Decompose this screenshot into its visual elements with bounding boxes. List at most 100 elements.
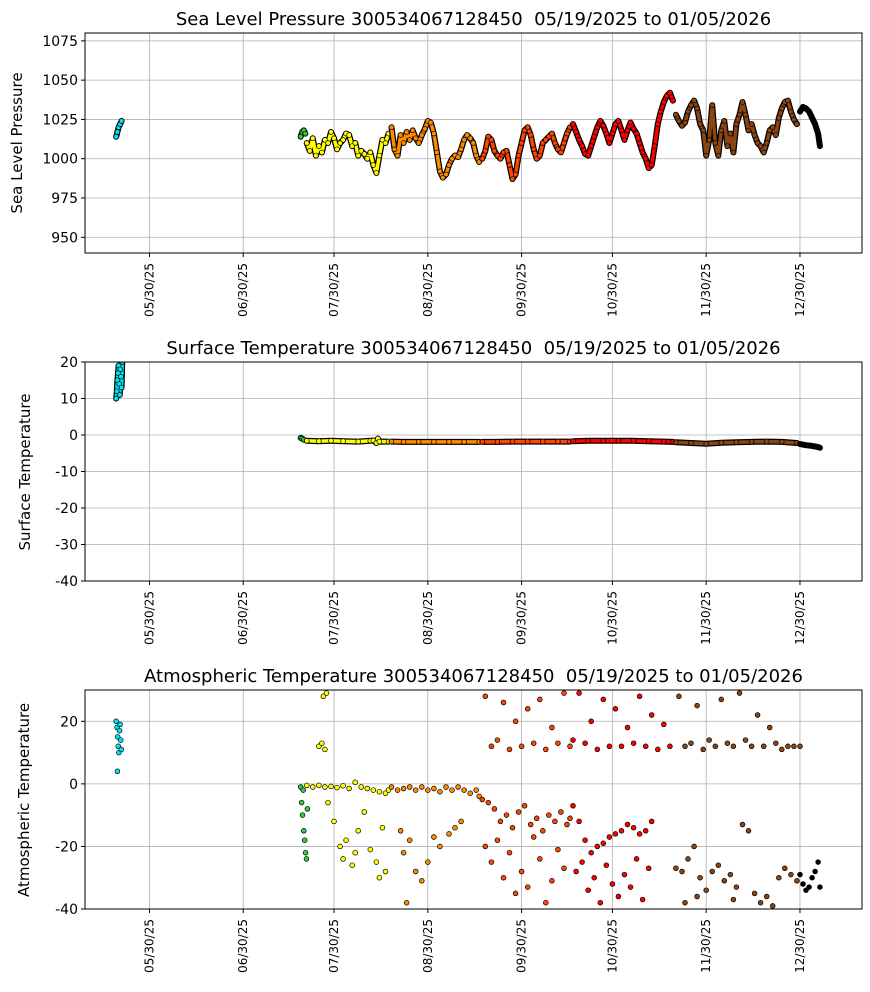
data-point: [388, 784, 395, 790]
data-point: [791, 116, 797, 123]
data-point: [512, 718, 519, 725]
data-point: [437, 168, 443, 175]
chart-title: Sea Level Pressure 300534067128450 05/19…: [176, 9, 771, 30]
data-point: [703, 441, 709, 447]
data-point: [748, 121, 755, 127]
x-tick-label: 05/30/25: [142, 263, 156, 317]
axes-frame: [84, 689, 863, 910]
data-point: [467, 790, 473, 796]
data-point: [397, 132, 404, 138]
data-point: [754, 712, 761, 718]
data-point: [648, 162, 655, 168]
data-point: [691, 97, 697, 104]
data-point: [748, 439, 755, 445]
x-tick-label: 11/30/25: [699, 591, 713, 645]
data-point: [618, 743, 625, 750]
y-tick-label: 0: [69, 777, 78, 793]
data-point: [763, 893, 770, 900]
data-point: [533, 815, 540, 822]
data-point: [497, 818, 504, 825]
data-point: [337, 843, 343, 850]
y-tick-label: -10: [55, 465, 78, 481]
data-point: [579, 143, 585, 149]
data-point: [412, 868, 419, 875]
data-point: [352, 140, 358, 146]
data-point: [518, 140, 525, 146]
data-point: [688, 440, 694, 446]
data-point: [724, 740, 731, 746]
data-point: [588, 718, 594, 725]
data-point: [697, 121, 703, 127]
data-point: [576, 690, 582, 696]
data-point: [358, 784, 364, 790]
data-point: [114, 129, 121, 135]
data-point: [434, 149, 440, 156]
data-point: [512, 890, 519, 897]
data-point: [297, 133, 304, 140]
data-point: [597, 118, 604, 124]
data-point: [117, 721, 123, 728]
x-tick-label: 11/30/25: [699, 263, 713, 317]
series-nov-2025: [570, 437, 676, 445]
data-point: [794, 878, 800, 884]
data-point: [673, 111, 679, 118]
data-point: [606, 140, 613, 146]
data-point: [658, 108, 664, 115]
data-point: [694, 893, 700, 900]
data-point: [446, 439, 452, 445]
data-point: [712, 743, 719, 750]
data-point: [364, 155, 371, 162]
data-point: [449, 787, 455, 793]
y-tick-label: 1000: [42, 152, 78, 168]
data-point: [361, 151, 368, 157]
data-point: [415, 140, 422, 146]
data-point: [573, 868, 579, 875]
series-nov-2025: [570, 89, 676, 172]
series-sep-2025: [388, 438, 483, 445]
data-point: [691, 843, 697, 850]
y-axis-label: Surface Temperature: [16, 394, 34, 551]
data-point: [694, 702, 700, 709]
data-point: [688, 740, 694, 746]
data-point: [803, 442, 809, 448]
x-tick-label: 05/30/25: [142, 919, 156, 973]
data-point: [118, 384, 125, 391]
series-aug-2025: [303, 129, 392, 176]
data-point: [736, 690, 743, 696]
data-point: [530, 740, 537, 746]
data-point: [546, 812, 552, 818]
series-dec-2025: [673, 690, 803, 909]
series-may-2025: [113, 118, 125, 140]
data-point: [718, 696, 725, 703]
data-point: [376, 788, 383, 795]
data-point: [594, 746, 601, 753]
data-point: [815, 859, 821, 865]
data-point: [597, 899, 604, 906]
series-oct-2025: [479, 124, 573, 183]
data-point: [788, 871, 794, 878]
data-point: [685, 108, 691, 115]
series-layer: [113, 89, 823, 183]
data-point: [299, 812, 306, 818]
data-point: [352, 849, 358, 856]
series-line: [571, 90, 675, 170]
data-point: [379, 824, 386, 831]
x-tick-label: 09/30/25: [515, 591, 529, 645]
series-layer: [113, 690, 823, 909]
data-point: [316, 143, 322, 149]
data-point: [797, 108, 803, 115]
data-point: [352, 779, 358, 786]
data-point: [585, 887, 591, 893]
data-point: [518, 868, 525, 875]
data-point: [594, 843, 601, 850]
chart-title: Surface Temperature 300534067128450 05/1…: [166, 338, 780, 359]
data-point: [302, 849, 309, 856]
data-point: [452, 824, 458, 831]
data-point: [733, 884, 740, 890]
y-tick-label: 1050: [42, 73, 78, 89]
series-oct-2025: [479, 438, 573, 445]
data-point: [555, 846, 561, 853]
data-point: [524, 438, 531, 445]
data-point: [809, 874, 815, 881]
